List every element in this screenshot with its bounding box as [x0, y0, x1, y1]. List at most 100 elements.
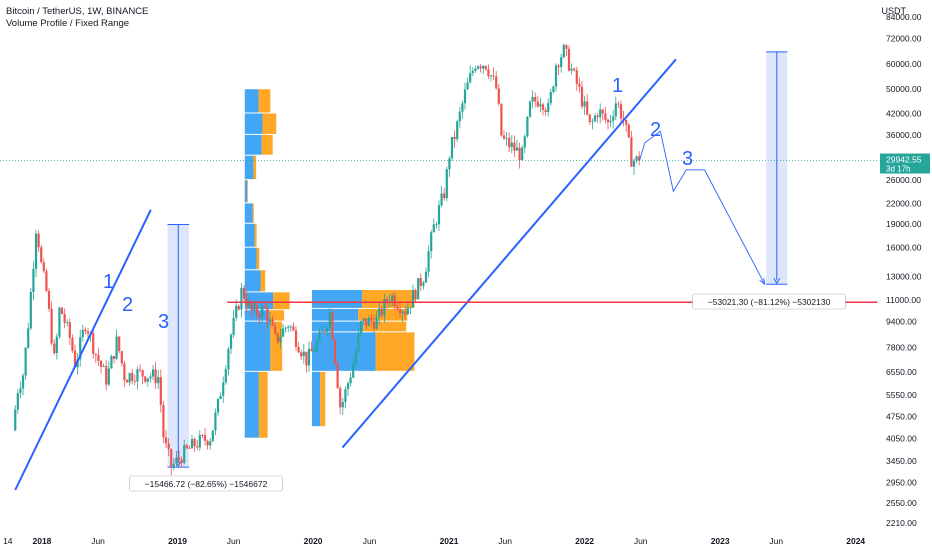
candle-body	[510, 142, 513, 148]
candle-body	[99, 360, 103, 367]
candle-body	[492, 75, 495, 77]
candle-body	[263, 305, 266, 308]
volume-profile-up-bar	[244, 321, 271, 371]
candle-body	[214, 412, 217, 431]
candle-body	[552, 86, 555, 92]
candle-body	[201, 435, 204, 436]
candle-body	[635, 156, 638, 161]
candle-body	[60, 307, 64, 315]
candle-body	[500, 103, 503, 136]
candle-body	[313, 351, 316, 352]
time-axis-tick: 14	[3, 536, 13, 546]
candle-body	[357, 333, 360, 352]
candle-body	[118, 336, 121, 352]
measure-label-1: −15466.72 (−82.65%) −1546672	[145, 479, 268, 489]
wave-label-cycle2: 2	[650, 119, 661, 141]
candle-body	[484, 65, 487, 70]
candle-body	[53, 343, 56, 354]
candle-body	[209, 441, 212, 446]
wave-label-cycle1: 2	[122, 294, 133, 316]
wave-label-cycle1: 3	[158, 311, 169, 333]
candle-body	[66, 322, 69, 323]
candle-body	[206, 440, 209, 446]
candle-body	[586, 101, 589, 115]
candle-body	[424, 271, 428, 283]
candle-body	[331, 312, 334, 340]
candle-body	[149, 376, 152, 379]
candle-body	[406, 307, 409, 315]
candle-body	[544, 109, 547, 112]
candle-body	[42, 262, 45, 272]
candle-body	[237, 305, 240, 310]
volume-profile-up-bar	[244, 113, 263, 134]
candle-body	[19, 388, 22, 394]
candle-body	[55, 336, 58, 354]
candle-body	[164, 437, 168, 444]
candle-body	[305, 351, 308, 366]
candle-body	[362, 318, 365, 322]
volume-profile-down-bar	[258, 371, 268, 438]
candle-body	[453, 136, 456, 140]
volume-profile-down-bar	[247, 180, 248, 203]
candle-body	[170, 449, 173, 467]
candle-body	[627, 124, 630, 138]
candle-body	[513, 142, 516, 151]
candle-body	[68, 322, 71, 338]
candle-body	[138, 369, 142, 371]
candle-body	[419, 278, 422, 286]
wave-label-cycle2: 3	[682, 148, 693, 170]
chart-symbol-title[interactable]: Bitcoin / TetherUS, 1W, BINANCE	[6, 6, 149, 17]
candle-body	[136, 369, 139, 382]
candle-body	[445, 169, 448, 199]
candle-body	[604, 113, 607, 120]
volume-profile-up-bar	[311, 332, 376, 371]
price-axis-tick: 36000.00	[886, 130, 922, 140]
candle-body	[284, 327, 287, 329]
volume-profile-up-bar	[244, 89, 259, 113]
candle-body	[120, 351, 123, 364]
candle-body	[515, 147, 519, 151]
indicator-title[interactable]: Volume Profile / Fixed Range	[6, 18, 130, 29]
candle-body	[180, 459, 183, 464]
candle-body	[404, 311, 407, 315]
candle-body	[266, 307, 269, 322]
candle-body	[271, 319, 274, 326]
candle-body	[372, 321, 376, 330]
candle-body	[328, 312, 331, 328]
candle-body	[110, 356, 113, 369]
volume-profile-up-bar	[244, 371, 259, 438]
candle-body	[34, 233, 38, 269]
candle-body	[115, 336, 118, 359]
candle-body	[32, 268, 35, 292]
candle-body	[185, 445, 188, 449]
trend-line	[341, 58, 677, 449]
candle-body	[248, 301, 251, 307]
candle-body	[177, 457, 181, 460]
volume-profile-down-bar	[320, 371, 326, 427]
candle-body	[203, 435, 207, 441]
candle-body	[591, 121, 594, 122]
time-axis-tick: Jun	[227, 536, 241, 546]
candle-body	[73, 350, 77, 368]
candle-body	[294, 330, 298, 348]
candle-body	[630, 137, 633, 167]
candle-body	[310, 348, 313, 352]
candle-body	[518, 147, 521, 161]
candle-body	[570, 68, 573, 71]
volume-profile-down-bar	[363, 321, 407, 332]
candle-body	[268, 319, 272, 322]
candle-body	[463, 89, 467, 104]
candle-body	[466, 82, 469, 90]
volume-profile-down-bar	[260, 270, 266, 292]
volume-profile-up-bar	[244, 223, 255, 247]
candle-body	[144, 376, 147, 382]
candle-body	[461, 103, 464, 112]
candle-body	[432, 224, 435, 233]
candle-body	[469, 73, 472, 83]
volume-profile-up-bar	[244, 270, 261, 292]
candle-body	[63, 314, 66, 323]
candle-body	[526, 116, 529, 137]
candle-body	[141, 370, 144, 377]
candle-body	[339, 388, 342, 408]
candle-body	[211, 430, 214, 442]
